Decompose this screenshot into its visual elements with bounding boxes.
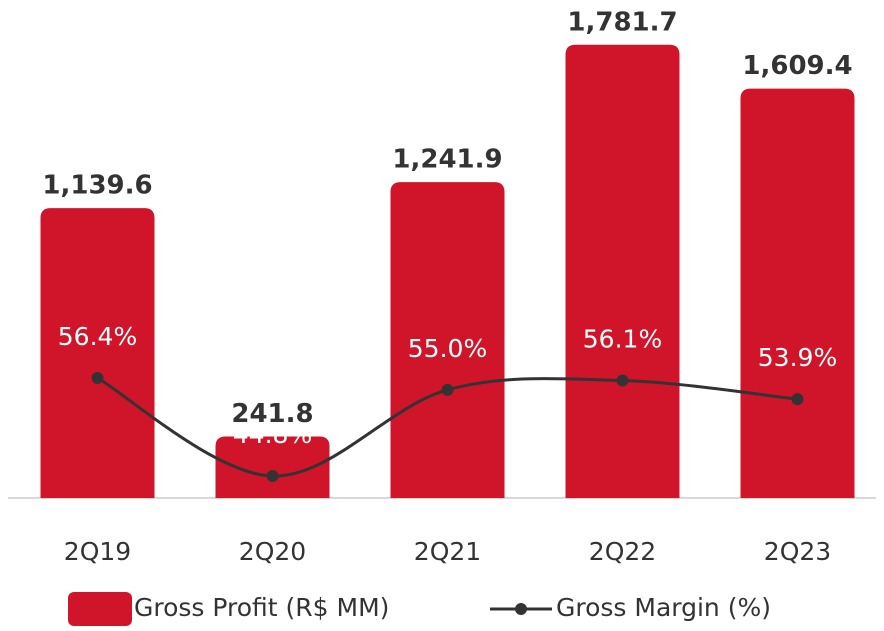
bar-value-label: 241.8 [231, 399, 313, 429]
bar-value-label: 1,241.9 [392, 145, 502, 175]
line-point [266, 470, 279, 483]
line-point [616, 374, 629, 387]
x-tick-label: 2Q23 [764, 537, 831, 566]
bar-value-label: 1,139.6 [42, 171, 152, 201]
legend-label: Gross Margin (%) [556, 593, 771, 622]
line-point [91, 372, 104, 385]
line-value-label: 53.9% [758, 343, 837, 372]
bar [565, 44, 680, 498]
bar [740, 88, 855, 498]
bar [215, 436, 330, 498]
legend-dot [515, 603, 527, 615]
bar-value-label: 1,781.7 [567, 7, 677, 37]
legend-label: Gross Profit (R$ MM) [134, 593, 389, 622]
x-tick-label: 2Q21 [414, 537, 481, 566]
bar-value-label: 1,609.4 [742, 51, 852, 81]
x-tick-label: 2Q20 [239, 537, 306, 566]
bar [390, 182, 505, 499]
x-tick-label: 2Q22 [589, 537, 656, 566]
line-value-label: 44.8% [233, 420, 312, 449]
line-point [791, 393, 804, 406]
line-point [441, 383, 454, 396]
bar [40, 208, 155, 498]
legend-swatch [68, 592, 132, 626]
x-tick-label: 2Q19 [64, 537, 131, 566]
line-value-label: 55.0% [408, 334, 487, 363]
line-value-label: 56.1% [583, 325, 662, 354]
line-value-label: 56.4% [58, 322, 137, 351]
